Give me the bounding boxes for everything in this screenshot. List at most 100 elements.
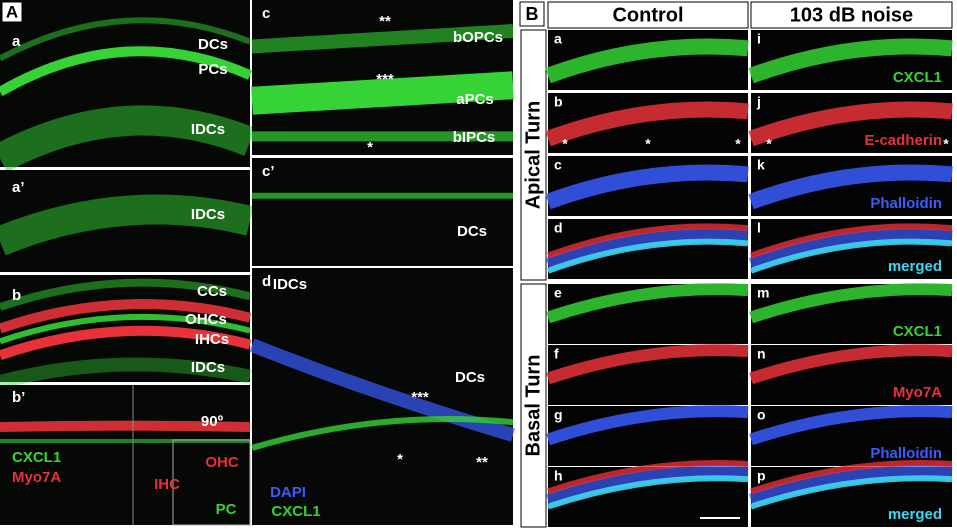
tissue-band bbox=[545, 228, 749, 272]
panel-letter: g bbox=[554, 407, 563, 423]
annotation: PC bbox=[216, 501, 237, 518]
tissue-band bbox=[750, 460, 953, 495]
tissue-band bbox=[0, 299, 252, 334]
panel-letter: a bbox=[554, 31, 562, 47]
asterisk: * bbox=[735, 136, 741, 152]
tissue-band bbox=[546, 405, 749, 446]
tissue-band bbox=[545, 164, 749, 210]
panel-letter: k bbox=[757, 157, 765, 173]
annotation: DAPI bbox=[270, 484, 306, 501]
stain-label: CXCL1 bbox=[893, 69, 942, 86]
panel-label-box bbox=[519, 1, 545, 27]
asterisk: * bbox=[562, 136, 568, 152]
tissue-band bbox=[748, 465, 953, 508]
row-group-label: Apical Turn bbox=[522, 101, 544, 210]
tissue-band bbox=[0, 105, 256, 172]
column-header-box bbox=[547, 1, 749, 29]
tissue-band bbox=[0, 46, 253, 97]
tissue-band bbox=[547, 460, 749, 495]
panel-letter: c bbox=[554, 157, 562, 173]
tissue-band bbox=[545, 38, 749, 84]
tissue-band bbox=[0, 420, 251, 432]
annotation: *** bbox=[376, 71, 394, 88]
panel-letter: a’ bbox=[12, 179, 25, 196]
tissue-band bbox=[749, 344, 953, 385]
panel-letter: c’ bbox=[262, 163, 275, 180]
tissue-band bbox=[0, 325, 252, 360]
annotation: OHCs bbox=[185, 311, 227, 328]
tissue-band bbox=[749, 223, 953, 259]
stain-label: CXCL1 bbox=[893, 323, 942, 340]
panel-letter: o bbox=[757, 407, 766, 423]
stain-label: E-cadherin bbox=[864, 132, 942, 149]
panel-letter: l bbox=[757, 220, 761, 236]
tissue-band bbox=[748, 228, 953, 272]
asterisk: * bbox=[766, 136, 772, 152]
asterisk: * bbox=[943, 136, 949, 152]
tissue-band bbox=[750, 475, 953, 510]
panel-letter: e bbox=[554, 285, 562, 301]
annotation: * bbox=[367, 139, 373, 156]
tissue-band bbox=[251, 24, 514, 54]
annotation: *** bbox=[411, 389, 429, 406]
annotation: IHC bbox=[154, 476, 180, 493]
panel-label: B bbox=[526, 4, 539, 24]
annotation: bIPCs bbox=[453, 129, 496, 146]
annotation: CCs bbox=[197, 283, 227, 300]
tissue-band bbox=[249, 338, 515, 442]
tissue-band bbox=[0, 278, 251, 311]
annotation: IDCs bbox=[273, 276, 307, 293]
column-header: 103 dB noise bbox=[790, 4, 913, 26]
stain-label: merged bbox=[888, 506, 942, 523]
panel-label: A bbox=[6, 2, 18, 21]
annotation: IDCs bbox=[191, 359, 225, 376]
panel-letter: f bbox=[554, 346, 559, 362]
panel-letter: d bbox=[262, 273, 271, 290]
row-group-label: Basal Turn bbox=[522, 355, 544, 457]
tissue-band bbox=[545, 465, 749, 508]
column-header: Control bbox=[612, 4, 683, 26]
panel-letter: p bbox=[757, 468, 766, 484]
row-group-box bbox=[520, 283, 547, 528]
tissue-band bbox=[546, 283, 749, 324]
tissue-band bbox=[749, 405, 953, 446]
annotation: IHCs bbox=[195, 331, 229, 348]
micrograph bbox=[252, 158, 513, 266]
tissue-band bbox=[546, 238, 749, 274]
annotation: * bbox=[397, 451, 403, 468]
tissue-band bbox=[251, 71, 514, 115]
panel-letter: j bbox=[756, 94, 761, 110]
annotation: IDCs bbox=[191, 206, 225, 223]
inset bbox=[172, 439, 251, 526]
tissue-band bbox=[0, 17, 252, 62]
stain-label: Phalloidin bbox=[870, 195, 942, 212]
micrograph bbox=[0, 385, 250, 525]
tissue-band bbox=[545, 101, 749, 147]
panel-letter: c bbox=[262, 5, 270, 22]
panel-letter: n bbox=[757, 346, 766, 362]
tissue-band bbox=[547, 475, 749, 510]
annotation: DCs bbox=[455, 369, 485, 386]
tissue-band bbox=[749, 238, 953, 274]
row-group-box bbox=[520, 29, 547, 281]
annotation: ** bbox=[379, 13, 391, 30]
tissue-band bbox=[0, 357, 252, 389]
tissue-band bbox=[546, 344, 749, 385]
panel-letter: m bbox=[757, 285, 769, 301]
panel-letter: h bbox=[554, 468, 563, 484]
panel-letter: i bbox=[757, 31, 761, 47]
asterisk: * bbox=[645, 136, 651, 152]
column-header-box bbox=[750, 1, 953, 29]
tissue-band bbox=[0, 194, 254, 256]
annotation: ** bbox=[476, 454, 488, 471]
annotation: bOPCs bbox=[453, 29, 503, 46]
annotation: aPCs bbox=[456, 91, 494, 108]
tissue-band bbox=[748, 164, 953, 210]
annotation: DCs bbox=[198, 36, 228, 53]
annotation: IDCs bbox=[191, 121, 225, 138]
stain-label: merged bbox=[888, 258, 942, 275]
panel-letter: d bbox=[554, 220, 563, 236]
panel-letter: b bbox=[554, 94, 563, 110]
tissue-band bbox=[748, 101, 953, 147]
